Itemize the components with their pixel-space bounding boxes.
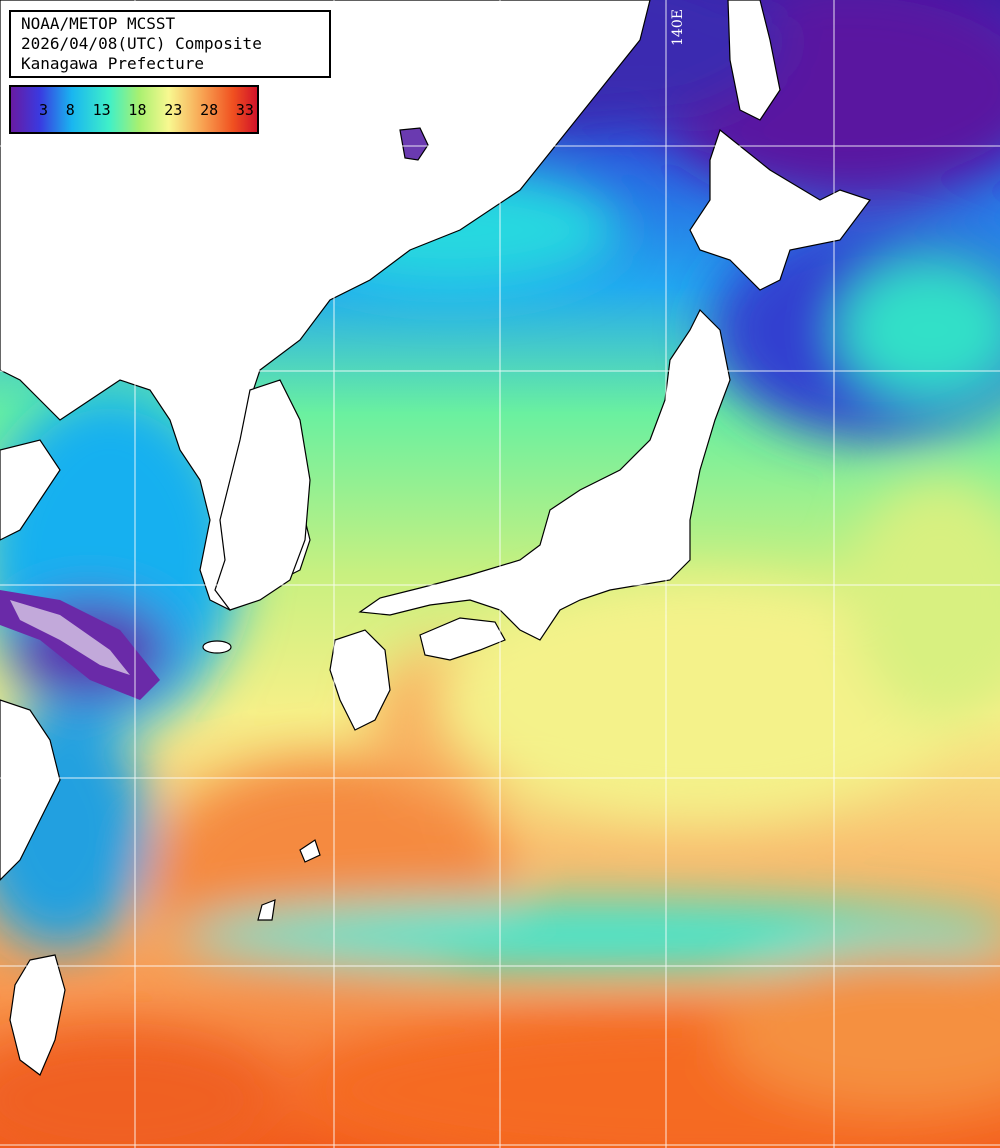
- taiwan: [9, 954, 66, 1076]
- china-east-coast: [0, 699, 61, 881]
- latitude-label: 40N: [14, 352, 45, 368]
- hokkaido: [689, 128, 871, 291]
- mainland-asia: [0, 0, 651, 611]
- honshu: [358, 308, 731, 641]
- legend-tick: 33: [235, 100, 254, 119]
- satellite-product-title: NOAA/METOP MCSST: [21, 14, 176, 33]
- legend-tick: 23: [164, 100, 183, 119]
- kyushu: [329, 629, 391, 731]
- legend-tick: 3: [39, 100, 49, 119]
- legend-tick: 13: [92, 100, 111, 119]
- legend-tick: 8: [65, 100, 75, 119]
- china-coast: [0, 439, 61, 541]
- sakhalin: [727, 0, 781, 121]
- composite-date: 2026/04/08(UTC) Composite: [21, 34, 262, 53]
- korea: [214, 379, 311, 611]
- legend-tick: 28: [200, 100, 219, 119]
- temperature-legend: 3 8 13 18 23 28 33: [9, 85, 259, 134]
- legend-tick: 18: [128, 100, 147, 119]
- longitude-label: 140E: [670, 9, 686, 46]
- region-name: Kanagawa Prefecture: [21, 54, 205, 73]
- map-title-box: NOAA/METOP MCSST 2026/04/08(UTC) Composi…: [9, 10, 331, 78]
- legend-color-bar: [10, 86, 258, 133]
- shikoku: [419, 617, 506, 661]
- jeju: [202, 640, 232, 654]
- land: [0, 0, 871, 1076]
- cloud-patch: [0, 590, 160, 700]
